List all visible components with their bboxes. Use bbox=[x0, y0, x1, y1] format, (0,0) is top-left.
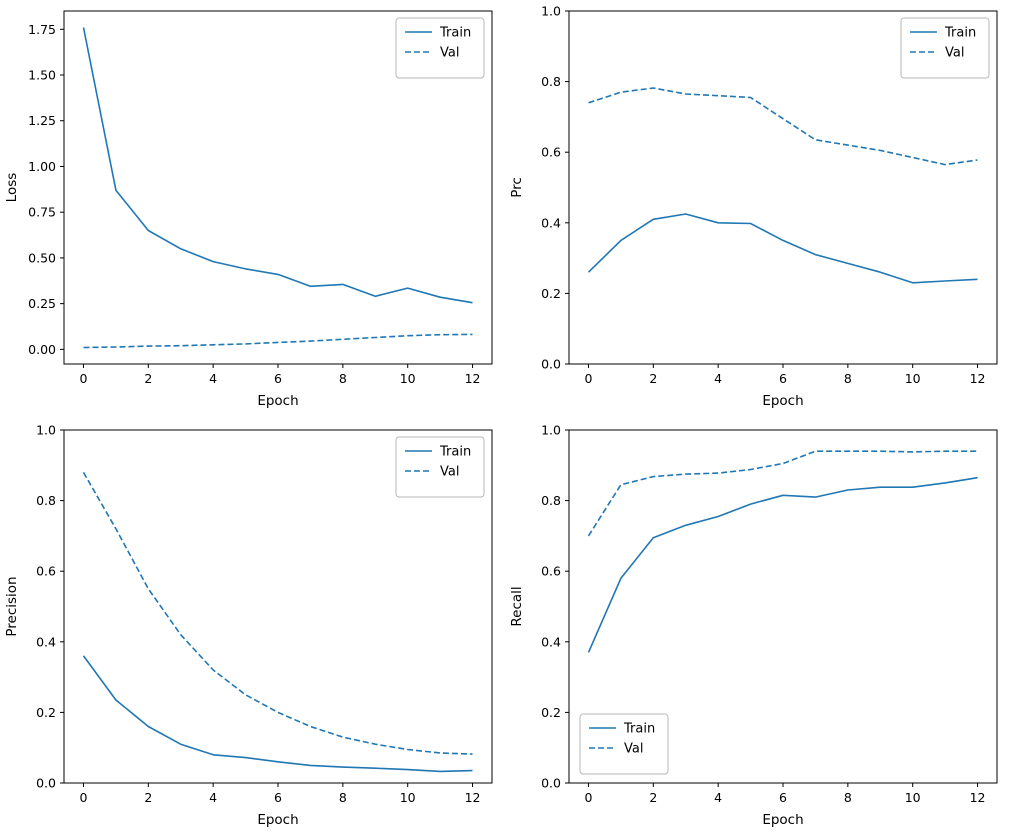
recall-legend-val-label: Val bbox=[624, 742, 643, 757]
prc-x-tick-label: 2 bbox=[649, 371, 657, 386]
loss-x-tick-label: 6 bbox=[274, 371, 282, 386]
prc-legend-val-label: Val bbox=[945, 46, 964, 61]
precision-y-tick-label: 0.6 bbox=[36, 564, 56, 579]
loss-ylabel: Loss bbox=[4, 173, 20, 203]
loss-y-tick-label: 1.50 bbox=[28, 68, 56, 83]
recall-y-tick-label: 0.2 bbox=[541, 705, 561, 720]
loss-y-tick-label: 0.25 bbox=[28, 296, 56, 311]
loss-y-tick-label: 0.50 bbox=[28, 250, 56, 265]
precision-y-tick-label: 0.4 bbox=[36, 634, 56, 649]
precision-x-tick-label: 2 bbox=[144, 790, 152, 805]
precision-x-tick-label: 4 bbox=[209, 790, 217, 805]
prc-x-tick-label: 4 bbox=[714, 371, 722, 386]
prc-x-tick-label: 12 bbox=[970, 371, 986, 386]
loss-x-tick-label: 0 bbox=[79, 371, 87, 386]
loss-train-line bbox=[82, 27, 473, 304]
recall-legend-box bbox=[579, 713, 669, 775]
prc-val-line bbox=[588, 87, 978, 166]
loss-val-line bbox=[83, 333, 473, 349]
precision-x-tick-label: 0 bbox=[79, 790, 87, 805]
recall-x-tick-label: 8 bbox=[844, 790, 852, 805]
subplot-loss: 0 2 4 6 8 10 12 0.00 0.25 0.50 0.75 1.00 1.25 1.50 1.7… bbox=[0, 0, 505, 419]
recall-x-tick-label: 10 bbox=[905, 790, 921, 805]
recall-val-line bbox=[587, 450, 978, 537]
precision-x-tick-label: 6 bbox=[274, 790, 282, 805]
precision-y-tick-label: 0.8 bbox=[36, 493, 56, 508]
loss-x-tick-label: 10 bbox=[400, 371, 416, 386]
loss-legend: Train Val bbox=[395, 17, 485, 79]
precision-legend-box bbox=[395, 436, 485, 498]
loss-y-tick-label: 0.75 bbox=[28, 205, 56, 220]
loss-x-tick-label: 8 bbox=[339, 371, 347, 386]
prc-y-tick-label: 0.6 bbox=[541, 145, 561, 160]
recall-train-line bbox=[587, 476, 978, 653]
loss-x-tick-label: 2 bbox=[144, 371, 152, 386]
precision-y-tick-label: 0.2 bbox=[36, 705, 56, 720]
precision-x-tick-label: 8 bbox=[339, 790, 347, 805]
loss-legend-train-label: Train bbox=[439, 26, 471, 41]
loss-legend-val-label: Val bbox=[440, 46, 459, 61]
prc-y-tick-label: 0.8 bbox=[541, 74, 561, 89]
loss-y-tick-label: 0.00 bbox=[28, 342, 56, 357]
recall-x-tick-label: 4 bbox=[714, 790, 722, 805]
precision-y-tick-label: 0.0 bbox=[36, 776, 56, 791]
recall-y-tick-label: 0.6 bbox=[541, 564, 561, 579]
precision-x-tick-label: 12 bbox=[465, 790, 481, 805]
subplot-precision: 0 2 4 6 8 10 12 0.0 0.2 0.4 0.6 0.8 1.0 Epoch Precisio… bbox=[0, 419, 505, 838]
precision-xlabel: Epoch bbox=[257, 812, 298, 828]
recall-plot-canvas: 0 2 4 6 8 10 12 0.0 0.2 0.4 0.6 0.8 1.0 Epoch Recall Tr… bbox=[509, 423, 998, 828]
prc-train-line bbox=[587, 213, 978, 284]
subplot-recall: 0 2 4 6 8 10 12 0.0 0.2 0.4 0.6 0.8 1.0 Epoch Recall Tr… bbox=[505, 419, 1010, 838]
prc-xlabel: Epoch bbox=[762, 393, 803, 409]
prc-legend-train-label: Train bbox=[944, 26, 976, 41]
precision-legend-val-label: Val bbox=[440, 465, 459, 480]
recall-x-tick-label: 0 bbox=[584, 790, 592, 805]
recall-y-tick-label: 0.0 bbox=[541, 776, 561, 791]
prc-y-tick-label: 0.0 bbox=[541, 357, 561, 372]
recall-x-tick-label: 12 bbox=[970, 790, 986, 805]
loss-y-tick-label: 1.25 bbox=[28, 113, 56, 128]
loss-xlabel: Epoch bbox=[257, 393, 298, 409]
precision-ylabel: Precision bbox=[4, 576, 20, 636]
prc-y-tick-label: 0.4 bbox=[541, 215, 561, 230]
recall-y-tick-label: 1.0 bbox=[541, 423, 561, 438]
prc-y-tick-label: 1.0 bbox=[541, 4, 561, 19]
loss-plot-canvas: 0 2 4 6 8 10 12 0.00 0.25 0.50 0.75 1.00 1.25 1.50 1.7… bbox=[4, 10, 493, 409]
recall-x-tick-label: 6 bbox=[779, 790, 787, 805]
prc-x-tick-label: 6 bbox=[779, 371, 787, 386]
recall-xlabel: Epoch bbox=[762, 812, 803, 828]
precision-x-tick-label: 10 bbox=[400, 790, 416, 805]
precision-plot-canvas: 0 2 4 6 8 10 12 0.0 0.2 0.4 0.6 0.8 1.0 Epoch Precisio… bbox=[4, 423, 493, 828]
precision-legend: Train Val bbox=[395, 436, 485, 498]
prc-x-tick-label: 0 bbox=[584, 371, 592, 386]
prc-x-tick-label: 10 bbox=[905, 371, 921, 386]
prc-ylabel: Prc bbox=[509, 177, 525, 198]
recall-x-tick-label: 2 bbox=[649, 790, 657, 805]
recall-legend-train-label: Train bbox=[623, 722, 655, 737]
recall-y-tick-label: 0.4 bbox=[541, 634, 561, 649]
precision-y-tick-label: 1.0 bbox=[36, 423, 56, 438]
loss-y-tick-label: 1.75 bbox=[28, 22, 56, 37]
recall-ylabel: Recall bbox=[509, 586, 525, 626]
precision-train-line bbox=[82, 655, 473, 773]
loss-x-tick-label: 12 bbox=[465, 371, 481, 386]
prc-legend-box bbox=[900, 17, 990, 79]
prc-plot-canvas: 0 2 4 6 8 10 12 0.0 0.2 0.4 0.6 0.8 1.0 Epoch Prc Train… bbox=[509, 4, 998, 409]
precision-legend-train-label: Train bbox=[439, 445, 471, 460]
loss-y-tick-label: 1.00 bbox=[28, 159, 56, 174]
precision-val-line bbox=[82, 472, 473, 755]
prc-x-tick-label: 8 bbox=[844, 371, 852, 386]
recall-legend: Train Val bbox=[579, 713, 669, 775]
subplot-prc: 0 2 4 6 8 10 12 0.0 0.2 0.4 0.6 0.8 1.0 Epoch Prc Train… bbox=[505, 0, 1010, 419]
recall-y-tick-label: 0.8 bbox=[541, 493, 561, 508]
loss-legend-box bbox=[395, 17, 485, 79]
prc-legend: Train Val bbox=[900, 17, 990, 79]
prc-y-tick-label: 0.2 bbox=[541, 286, 561, 301]
loss-x-tick-label: 4 bbox=[209, 371, 217, 386]
